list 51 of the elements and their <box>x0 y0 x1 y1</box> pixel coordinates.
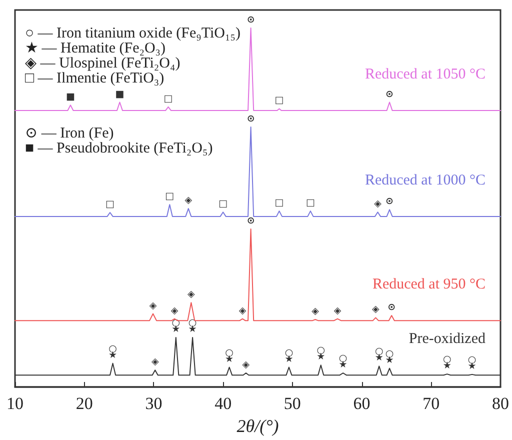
annotation: ◈ <box>242 359 250 370</box>
annotation: ★ <box>374 352 384 364</box>
x-axis-title: 2θ/(°) <box>236 416 279 436</box>
annotation: ⊙ <box>246 216 255 227</box>
annotation: ◈ <box>334 305 342 316</box>
x-tick-label: 70 <box>422 394 440 413</box>
annotation: □ <box>106 199 115 210</box>
series-label: Reduced at 1050 °C <box>364 66 486 83</box>
annotation: ◈ <box>184 195 193 206</box>
annotation: □ <box>218 198 228 210</box>
x-tick-label: 50 <box>284 394 301 413</box>
annotation: ⊙ <box>388 302 396 314</box>
annotation: ◈ <box>151 356 160 368</box>
x-tick-label: 40 <box>214 394 232 413</box>
series-label: Reduced at 1000 °C <box>364 172 486 188</box>
annotation: ⊙ <box>246 14 255 26</box>
annotation: ◈ <box>374 198 382 210</box>
annotation: ■ <box>66 92 75 103</box>
annotation: □ <box>306 198 315 209</box>
annotation: □ <box>274 198 284 209</box>
annotation: ◈ <box>188 289 196 300</box>
series-label: Reduced at 950 °C <box>372 276 486 293</box>
annotation: ■ <box>115 88 124 100</box>
annotation: ⊙ <box>386 196 394 208</box>
annotation: ★ <box>316 352 326 363</box>
annotation: □ <box>164 93 173 104</box>
x-tick-label: 60 <box>353 394 370 413</box>
annotation: ★ <box>442 360 452 372</box>
annotation: ◈ <box>170 305 179 316</box>
x-tick-label: 10 <box>6 394 24 413</box>
annotation: ◈ <box>312 306 320 317</box>
annotation: ★ — Hematite (Fe₂O₃) <box>25 40 166 56</box>
annotation: ■ — Pseudobrookite (FeTi₂O₅) <box>25 140 213 156</box>
annotation: ◈ <box>149 300 158 312</box>
x-tick-label: 30 <box>145 394 162 413</box>
x-tick-label: 80 <box>492 394 509 413</box>
annotation: ◈ — Ulospinel (FeTi₂O₄) <box>25 56 180 72</box>
annotation: ★ <box>108 350 118 361</box>
annotation: □ <box>274 95 284 106</box>
annotation: ⊙ <box>386 88 394 100</box>
annotation: ◈ <box>238 305 247 316</box>
x-tick-label: 20 <box>76 394 93 413</box>
annotation: ○ — Iron titanium oxide (Fe₉TiO₁₅) <box>25 26 240 42</box>
annotation: ⊙ <box>246 114 255 125</box>
series-label: Pre-oxidized <box>408 331 486 348</box>
annotation: ◈ <box>372 304 380 316</box>
annotation: □ — Ilmentie (FeTiO₃) <box>25 70 164 86</box>
annotation: ★ <box>225 354 234 365</box>
annotation: ★ <box>172 324 180 335</box>
annotation: □ <box>165 191 174 202</box>
annotation: ⊙ — Iron (Fe) <box>25 126 114 142</box>
